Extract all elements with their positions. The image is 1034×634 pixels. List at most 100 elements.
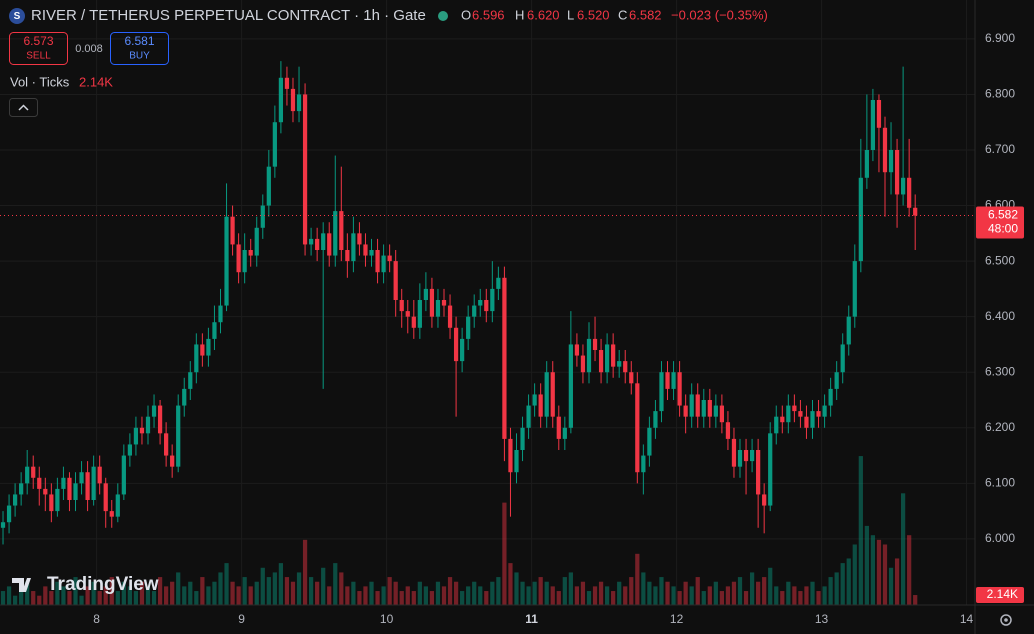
candle-body (423, 288, 428, 300)
candle-body (484, 300, 489, 312)
volume-bar (490, 581, 495, 605)
settings-icon[interactable] (1000, 614, 1012, 626)
volume-bar (327, 586, 332, 605)
volume-bar (447, 577, 453, 605)
candle-body (822, 405, 827, 417)
volume-bar (369, 581, 374, 605)
candle-body (6, 505, 12, 523)
ohlc-value: 6.582 (629, 7, 662, 22)
candle-body (19, 483, 24, 495)
x-tick-label: 13 (815, 612, 829, 626)
sell-button[interactable] (9, 32, 68, 65)
candle-body (707, 400, 712, 417)
volume-bar (91, 581, 96, 605)
volume-bar (321, 567, 326, 605)
volume-bar (387, 577, 392, 605)
volume-bar (399, 591, 404, 605)
volume-bar (435, 581, 441, 605)
y-tick-label: 6.700 (985, 142, 1015, 156)
volume-tag-label: 2.14K (987, 587, 1018, 601)
volume-bar (278, 563, 284, 605)
collapse-button[interactable] (9, 98, 38, 117)
buy-button[interactable] (110, 32, 169, 65)
y-tick-label: 6.800 (985, 87, 1015, 101)
candle-body (363, 244, 368, 256)
candle-body (665, 372, 670, 389)
candle-body (568, 344, 573, 428)
candle-body (756, 450, 761, 495)
volume-bar (623, 586, 628, 605)
candle-body (55, 488, 60, 512)
volume-bar (206, 586, 211, 605)
candle-body (224, 216, 229, 306)
market-status (438, 11, 448, 21)
volume-bar (598, 581, 604, 605)
volume-bar (472, 581, 477, 605)
last-price-label: 6.582 (988, 208, 1018, 222)
volume-layer (0, 456, 918, 605)
candle-body (460, 338, 465, 362)
volume-bar (586, 591, 592, 605)
volume-bar (61, 586, 66, 605)
volume-bar (532, 581, 537, 605)
candle-body (544, 372, 549, 417)
volume-bar (296, 572, 302, 605)
ohlc-key: O (461, 7, 471, 22)
volume-bar (653, 586, 658, 605)
logo-icon (12, 578, 31, 592)
volume-bar (182, 586, 187, 605)
candle-body (562, 427, 567, 439)
volume-bar (43, 586, 48, 605)
candle-body (212, 322, 217, 339)
candle-body (532, 394, 537, 406)
volume-bar (508, 563, 513, 605)
volume-bar (707, 586, 712, 605)
candle-body (804, 416, 809, 428)
volume-bar (822, 586, 827, 605)
candle-body (653, 411, 658, 428)
volume-bar (79, 595, 84, 605)
volume-bar (882, 544, 888, 605)
candle-body (913, 207, 918, 216)
candle-body (538, 394, 543, 417)
volume-bar (858, 456, 863, 605)
candle-body (302, 94, 308, 245)
volume-bar (701, 591, 706, 605)
volume-bar (37, 595, 42, 605)
volume-bar (894, 558, 900, 605)
volume-bar (55, 581, 60, 605)
volume-bar (671, 586, 676, 605)
x-tick-label: 10 (380, 612, 394, 626)
ohlc-key: C (618, 7, 627, 22)
candle-body (37, 477, 42, 489)
candle-body (864, 150, 869, 178)
volume-bar (212, 581, 217, 605)
volume-bar (194, 591, 199, 605)
candle-body (236, 244, 241, 273)
volume-bar (641, 572, 646, 605)
candle-body (780, 416, 785, 423)
candle-body (647, 427, 652, 456)
candle-body (351, 233, 356, 262)
candle-body (345, 250, 350, 262)
x-tick-label: 12 (670, 612, 684, 626)
volume-value: 2.14K (79, 74, 113, 89)
volume-bar (109, 577, 114, 605)
volume-bar (725, 586, 731, 605)
candle-body (272, 122, 277, 167)
volume-bar (647, 581, 652, 605)
volume-bar (25, 581, 30, 605)
volume-bar (840, 563, 845, 605)
candle-body (828, 388, 833, 406)
candle-body (308, 238, 314, 245)
candle-body (121, 455, 126, 495)
volume-bar (115, 591, 120, 605)
candle-body (206, 338, 211, 356)
volume-bar (12, 595, 18, 605)
volume-bar (460, 591, 465, 605)
candle-body (357, 233, 362, 245)
volume-bar (19, 591, 24, 605)
ohlc-key: L (567, 7, 574, 22)
y-tick-label: 6.500 (985, 253, 1015, 267)
y-tick-label: 6.400 (985, 309, 1015, 323)
